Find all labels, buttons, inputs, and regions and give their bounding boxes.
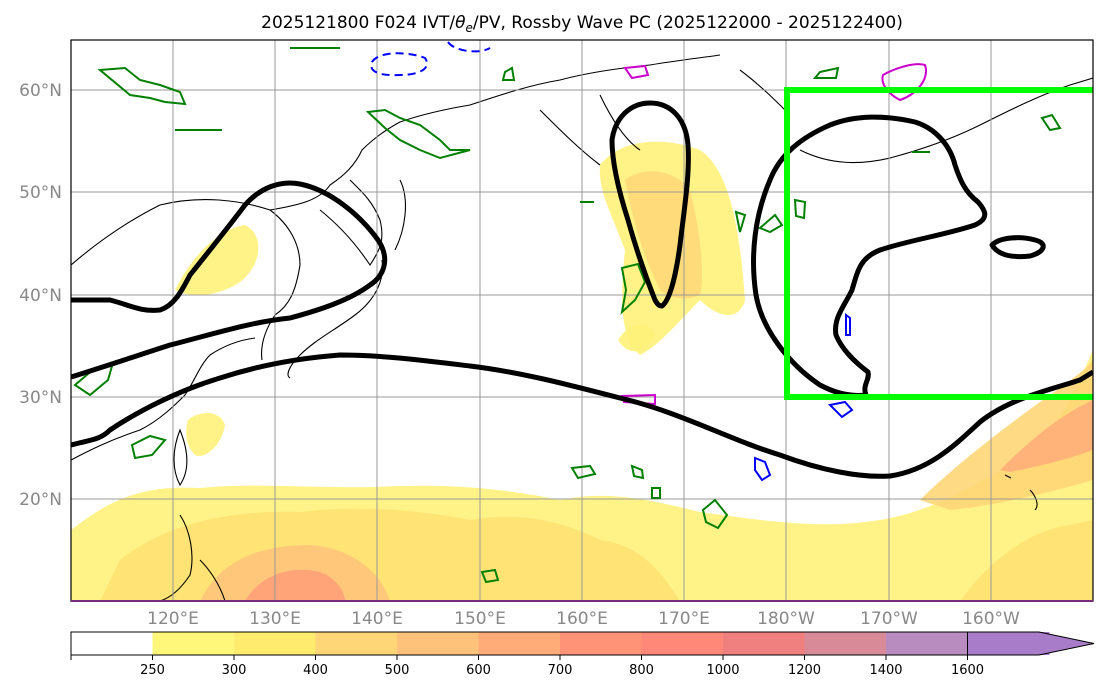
colorbar-segment (560, 632, 642, 655)
colorbar-tick-label: 1400 (869, 663, 902, 678)
colorbar-tick-label: 300 (222, 663, 247, 678)
colorbar-tick-label: 250 (140, 663, 165, 678)
lat-label: 20°N (19, 490, 62, 510)
colorbar-tick-label: 500 (385, 663, 410, 678)
ivt-shading (71, 141, 1093, 601)
lat-label: 30°N (19, 388, 62, 408)
lat-label: 50°N (19, 183, 62, 203)
lon-label: 160°W (962, 609, 1020, 629)
colorbar-tick-label: 600 (466, 663, 491, 678)
colorbar-extension (967, 631, 1095, 656)
latitude-labels: 60°N 50°N 40°N 30°N 20°N (19, 81, 62, 510)
colorbar-segment (397, 632, 479, 655)
colorbar-segment (804, 632, 887, 655)
colorbar-tick-label: 1200 (788, 663, 821, 678)
colorbar-segment (315, 632, 398, 655)
rossby-wave-pc-contours (71, 100, 1093, 479)
colorbar-tick-label: 800 (629, 663, 654, 678)
colorbar-segment (478, 632, 561, 655)
colorbar-tick-label: 400 (303, 663, 328, 678)
colorbar-segment (234, 632, 316, 655)
lon-label: 170°E (658, 609, 710, 629)
lon-label: 170°W (860, 609, 918, 629)
lon-label: 120°E (147, 609, 199, 629)
colorbar-segment (71, 632, 153, 655)
colorbar-tick-label: 1600 (951, 663, 984, 678)
lon-label: 160°E (556, 609, 608, 629)
colorbar-tick-label: 1000 (706, 663, 739, 678)
lon-label: 140°E (351, 609, 403, 629)
highlight-box (784, 87, 1093, 400)
lat-label: 40°N (19, 286, 62, 306)
lon-label: 130°E (249, 609, 301, 629)
colorbar-segment (723, 632, 805, 655)
theta-e-contours (73, 47, 1062, 584)
colorbar-segment (152, 632, 235, 655)
figure-title: 2025121800 F024 IVT/θe/PV, Rossby Wave P… (261, 13, 903, 35)
lon-label: 150°E (454, 609, 506, 629)
lat-label: 60°N (19, 81, 62, 101)
colorbar-segment (886, 632, 968, 655)
colorbar-tick-label: 700 (548, 663, 573, 678)
colorbar: 250 300 400 500 600 700 800 1000 1200 1400 1600 (70, 631, 1095, 678)
lon-label: 180°W (757, 609, 815, 629)
longitude-labels: 120°E 130°E 140°E 150°E 160°E 170°E 180°… (147, 609, 1020, 629)
colorbar-segment (641, 632, 724, 655)
